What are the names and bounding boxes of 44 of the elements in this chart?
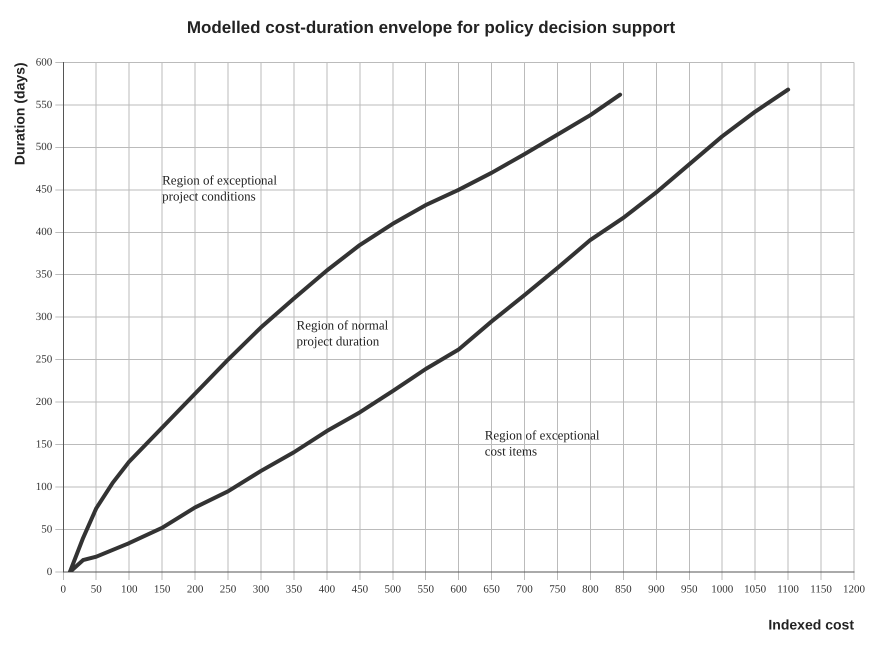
x-tick-label: 800 [582,583,600,596]
x-tick-label: 950 [681,583,698,596]
x-tick-label: 1200 [843,583,866,596]
y-tick-label: 250 [36,354,53,366]
y-tick-label: 500 [36,141,53,154]
annotation: Region of exceptional project conditions [162,172,278,204]
y-tick-label: 350 [36,268,53,281]
x-tick-label: 250 [220,583,237,596]
y-tick-label: 600 [36,56,53,68]
x-tick-label: 350 [286,583,303,596]
y-axis-title: Duration (days) [11,62,28,166]
x-tick-label: 150 [154,583,171,596]
x-tick-label: 1000 [711,583,734,596]
x-tick-label: 100 [120,583,138,596]
x-tick-label: 200 [186,583,204,596]
x-tick-label: 1100 [777,583,800,596]
x-tick-label: 1150 [810,583,832,596]
y-tick-label: 550 [36,98,53,111]
y-tick-label: 100 [36,480,53,493]
y-tick-label: 150 [36,438,53,450]
y-tick-label: 450 [36,184,53,196]
x-tick-label: 400 [318,583,336,596]
x-tick-label: 450 [352,583,369,596]
x-tick-label: 650 [483,583,500,596]
x-tick-label: 750 [549,583,566,596]
chart-title: Modelled cost-duration envelope for policy decision support [186,18,676,37]
x-tick-label: 0 [60,583,67,596]
annotation: Region of normal project duration [296,317,389,348]
x-tick-label: 550 [417,583,434,596]
y-tick-label: 400 [36,226,53,238]
x-axis-title: Indexed cost [768,616,854,632]
x-tick-label: 900 [648,583,666,596]
x-tick-label: 500 [384,583,402,596]
x-tick-label: 50 [90,583,102,596]
y-tick-label: 300 [36,311,53,324]
y-tick-label: 50 [41,523,53,536]
x-tick-label: 850 [615,583,632,596]
y-tick-label: 200 [36,396,53,408]
y-tick-label: 0 [46,566,53,578]
x-tick-label: 1050 [744,583,767,596]
x-tick-label: 600 [450,583,468,596]
x-tick-label: 700 [516,583,534,596]
x-tick-label: 300 [252,583,270,596]
annotation: Region of exceptional cost items [484,427,600,458]
